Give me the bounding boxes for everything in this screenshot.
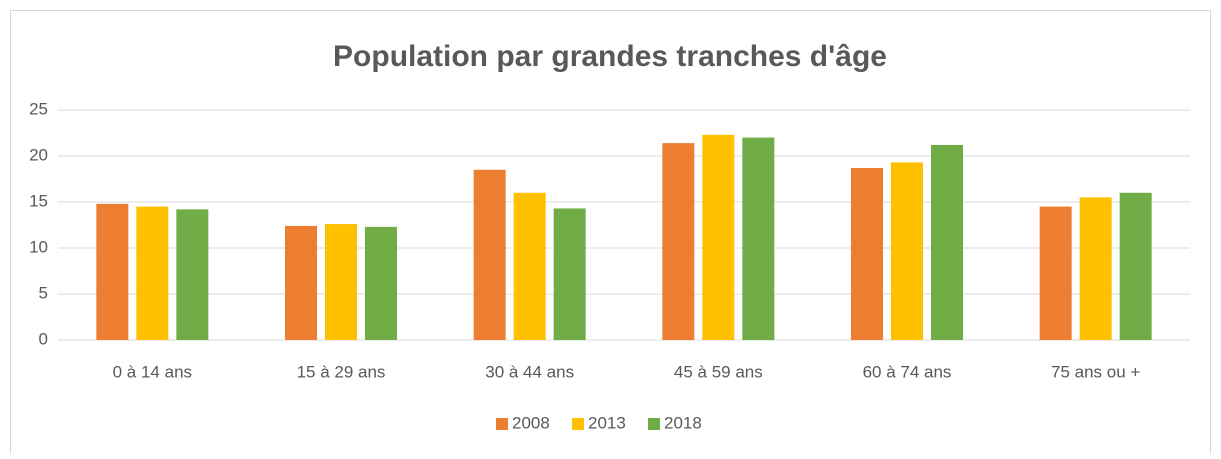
bar	[1039, 206, 1072, 340]
legend-swatch	[648, 418, 660, 430]
bar	[176, 209, 209, 340]
bar	[553, 208, 586, 340]
x-tick-label: 0 à 14 ans	[113, 362, 192, 381]
legend-swatch	[572, 418, 584, 430]
x-tick-label: 15 à 29 ans	[297, 362, 386, 381]
x-tick-label: 60 à 74 ans	[863, 362, 952, 381]
bar	[662, 143, 695, 340]
chart-frame	[10, 10, 1211, 459]
bar	[851, 167, 883, 340]
bar	[931, 144, 963, 340]
y-tick-label: 5	[39, 283, 48, 302]
x-tick-label: 45 à 59 ans	[674, 362, 763, 381]
y-tick-label: 20	[29, 145, 48, 164]
legend-label: 2018	[664, 413, 702, 432]
chart-title: Population par grandes tranches d'âge	[333, 40, 887, 73]
y-tick-label: 0	[39, 329, 48, 348]
bar	[325, 224, 357, 340]
legend-label: 2013	[588, 413, 626, 432]
bar	[1079, 197, 1112, 340]
bar	[702, 134, 735, 340]
bar	[285, 225, 317, 340]
x-tick-label: 75 ans ou +	[1051, 362, 1140, 381]
x-tick-label: 30 à 44 ans	[485, 362, 574, 381]
y-tick-label: 25	[29, 99, 48, 118]
bar	[891, 162, 923, 340]
bar	[742, 137, 775, 340]
legend-swatch	[496, 418, 508, 430]
bar	[136, 206, 169, 340]
bar	[1119, 192, 1152, 340]
bar	[96, 203, 129, 340]
legend-label: 2008	[512, 413, 550, 432]
bar	[365, 226, 397, 340]
bar	[473, 169, 506, 340]
y-tick-label: 15	[29, 191, 48, 210]
y-tick-label: 10	[29, 237, 48, 256]
bar	[513, 192, 546, 340]
